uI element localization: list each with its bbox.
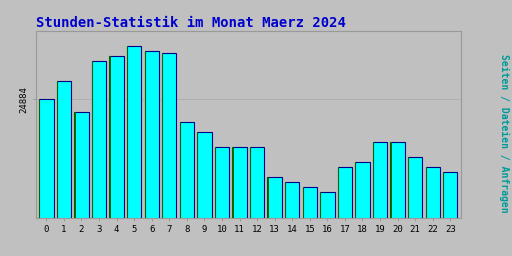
Bar <box>320 192 334 256</box>
Bar <box>338 167 339 256</box>
Bar <box>390 142 392 256</box>
Bar <box>127 46 128 256</box>
Bar <box>144 51 159 256</box>
Bar <box>92 61 106 256</box>
Bar <box>408 157 422 256</box>
Bar <box>355 162 370 256</box>
Bar <box>443 172 457 256</box>
Bar <box>180 122 194 256</box>
Bar <box>197 132 199 256</box>
Bar <box>180 122 181 256</box>
Bar <box>425 167 440 256</box>
Bar <box>267 177 282 256</box>
Bar <box>250 147 251 256</box>
Bar <box>232 147 247 256</box>
Bar <box>74 112 76 256</box>
Bar <box>355 162 356 256</box>
Bar <box>39 99 40 256</box>
Bar <box>215 147 229 256</box>
Bar <box>92 61 93 256</box>
Bar <box>39 99 54 256</box>
Bar <box>74 112 89 256</box>
Bar <box>285 182 286 256</box>
Bar <box>215 147 216 256</box>
Bar <box>127 46 141 256</box>
Bar <box>162 54 177 256</box>
Bar <box>110 56 124 256</box>
Bar <box>373 142 387 256</box>
Bar <box>57 81 58 256</box>
Bar <box>267 177 269 256</box>
Text: Seiten / Dateien / Anfragen: Seiten / Dateien / Anfragen <box>499 54 509 212</box>
Bar <box>303 187 304 256</box>
Bar <box>320 192 322 256</box>
Bar <box>390 142 405 256</box>
Bar <box>373 142 374 256</box>
Bar <box>250 147 264 256</box>
Text: Stunden-Statistik im Monat Maerz 2024: Stunden-Statistik im Monat Maerz 2024 <box>36 16 346 29</box>
Bar <box>144 51 146 256</box>
Bar <box>285 182 300 256</box>
Bar <box>408 157 409 256</box>
Bar <box>197 132 211 256</box>
Bar <box>162 54 163 256</box>
Bar <box>57 81 71 256</box>
Bar <box>110 56 111 256</box>
Bar <box>303 187 317 256</box>
Bar <box>425 167 426 256</box>
Bar <box>443 172 444 256</box>
Bar <box>232 147 233 256</box>
Bar <box>338 167 352 256</box>
